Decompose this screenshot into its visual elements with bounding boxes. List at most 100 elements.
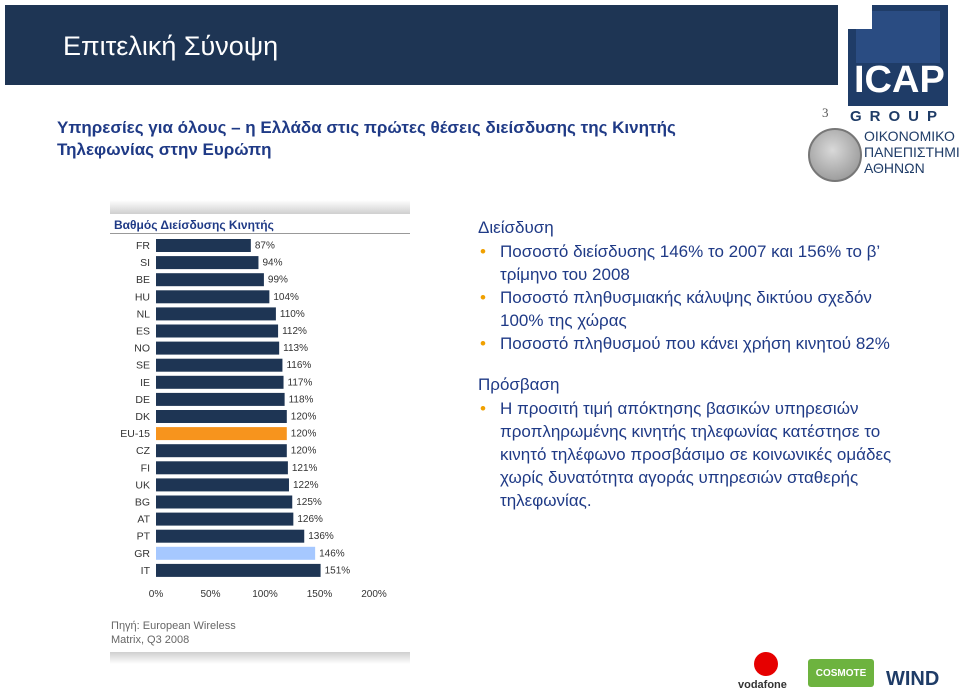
category-label: FI [141,462,150,474]
vodafone-logo-icon [754,652,778,676]
bar [156,239,251,252]
chart-bottom-shadow [110,652,410,664]
university-line-2: ΠΑΝΕΠΙΣΤΗΜΙΟ [864,144,960,160]
penetration-list: Ποσοστό διείσδυσης 146% το 2007 και 156%… [478,240,898,355]
penetration-item: Ποσοστό πληθυσμού που κάνει χρήση κινητο… [478,332,898,355]
x-tick-label: 100% [252,589,278,600]
bar [156,256,259,270]
value-label: 120% [291,412,317,423]
category-label: NO [134,343,150,355]
x-tick-label: 0% [149,589,164,600]
bar [156,273,264,287]
value-label: 120% [291,446,317,457]
cosmote-logo: COSMOTE [808,659,874,687]
university-name: ΟΙΚΟΝΟΜΙΚΟ ΠΑΝΕΠΙΣΤΗΜΙΟ ΑΘΗΝΩΝ [864,128,960,176]
penetration-heading: Διείσδυση [478,218,554,237]
penetration-bar-chart: FR 87% SI 94% BE 99% HU 104% NL 110% ES 112% NO 113% S… [120,239,387,600]
category-label: EU-15 [120,428,150,440]
x-tick-label: 200% [361,589,387,600]
category-label: FR [136,240,150,252]
icap-logo-corner [848,5,872,29]
university-line-3: ΑΘΗΝΩΝ [864,160,925,176]
slide-title: Επιτελική Σύνοψη [63,31,279,61]
category-label: AT [137,514,150,526]
bar [156,529,305,543]
bar [156,546,316,560]
bar [156,324,279,338]
bar [156,341,280,355]
category-label: BE [136,274,150,286]
bar [156,461,288,475]
value-label: 122% [293,480,319,491]
university-seal-icon [808,128,862,182]
bar [156,495,293,509]
bar [156,444,287,458]
category-label: CZ [136,445,151,457]
x-tick-label: 50% [200,589,220,600]
category-label: ES [136,326,150,338]
value-label: 117% [288,377,313,388]
value-label: 118% [289,394,314,405]
access-list: Η προσιτή τιμή απόκτησης βασικών υπηρεσι… [478,397,898,512]
category-label: BG [135,497,150,509]
category-label: IE [140,377,150,389]
university-line-1: ΟΙΚΟΝΟΜΙΚΟ [864,128,955,144]
chart-top-shadow [110,200,410,214]
category-label: IT [141,565,151,577]
category-label: PT [137,531,151,543]
value-label: 113% [283,343,308,354]
icap-logo: ICAP [848,5,948,106]
value-label: 126% [297,514,323,525]
category-label: SI [140,257,150,269]
title-bar: Επιτελική Σύνοψη [5,5,838,85]
penetration-item: Ποσοστό διείσδυσης 146% το 2007 και 156%… [478,240,898,286]
bar [156,563,321,577]
value-label: 125% [296,497,322,508]
category-label: UK [135,479,150,491]
bar [156,358,283,372]
value-label: 136% [308,531,334,542]
bar [156,427,287,441]
vodafone-logo-text: vodafone [738,679,787,691]
slide-subtitle: Υπηρεσίες για όλους – η Ελλάδα στις πρώτ… [57,117,797,161]
value-label: 94% [262,258,282,269]
value-label: 112% [282,326,307,337]
source-line-1: Πηγή: European Wireless [111,620,236,632]
value-label: 146% [319,548,345,559]
subtitle-line-2: Τηλεφωνίας στην Ευρώπη [57,140,272,159]
icap-logo-text: ICAP [854,59,945,101]
value-label: 104% [273,292,299,303]
bar [156,392,285,406]
bar [156,375,284,389]
chart-source: Πηγή: European Wireless Matrix, Q3 2008 [111,619,236,647]
category-label: GR [134,548,150,560]
bar [156,512,294,526]
x-tick-label: 150% [307,589,333,600]
value-label: 120% [291,429,317,440]
category-label: NL [137,308,151,320]
category-label: DK [135,411,150,423]
category-label: SE [136,360,150,372]
bar [156,307,276,321]
category-label: HU [135,291,150,303]
value-label: 121% [292,463,318,474]
category-label: DE [135,394,150,406]
access-heading: Πρόσβαση [478,375,560,394]
subtitle-line-1: Υπηρεσίες για όλους – η Ελλάδα στις πρώτ… [57,118,676,137]
icap-group-text: GROUP [850,108,946,125]
wind-logo: WIND [886,668,940,690]
page-number: 3 [822,105,829,120]
bar [156,290,270,304]
chart-title: Βαθμός Διείσδυσης Κινητής [114,218,274,232]
value-label: 116% [286,360,311,371]
right-panel: Διείσδυση Ποσοστό διείσδυσης 146% το 200… [478,218,898,512]
value-label: 99% [268,275,288,286]
penetration-item: Ποσοστό πληθυσμιακής κάλυψης δικτύου σχε… [478,286,898,332]
value-label: 110% [280,309,305,320]
bar [156,478,289,492]
bar [156,410,287,423]
source-line-2: Matrix, Q3 2008 [111,634,190,646]
value-label: 87% [255,241,275,252]
chart-title-rule [110,233,410,234]
access-item: Η προσιτή τιμή απόκτησης βασικών υπηρεσι… [478,397,898,512]
